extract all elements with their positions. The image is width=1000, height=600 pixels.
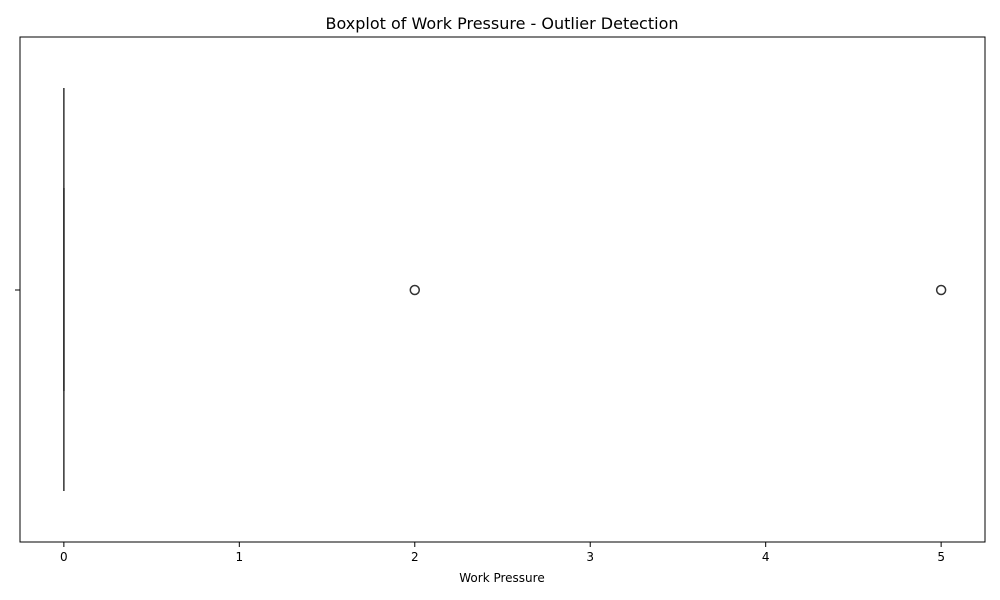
x-tick-label: 5	[937, 550, 945, 564]
chart-title: Boxplot of Work Pressure - Outlier Detec…	[326, 14, 679, 33]
x-axis-label: Work Pressure	[459, 571, 544, 585]
x-tick-label: 3	[586, 550, 594, 564]
outlier-points	[409, 284, 947, 296]
outlier-point	[935, 284, 947, 296]
x-tick-label: 2	[411, 550, 419, 564]
x-tick-label: 1	[235, 550, 243, 564]
x-tick-label: 4	[762, 550, 770, 564]
outlier-point	[409, 284, 421, 296]
plot-area-frame	[19, 36, 986, 543]
x-tick-label: 0	[60, 550, 68, 564]
x-axis-ticks: 0 1 2 3 4 5	[60, 542, 945, 564]
